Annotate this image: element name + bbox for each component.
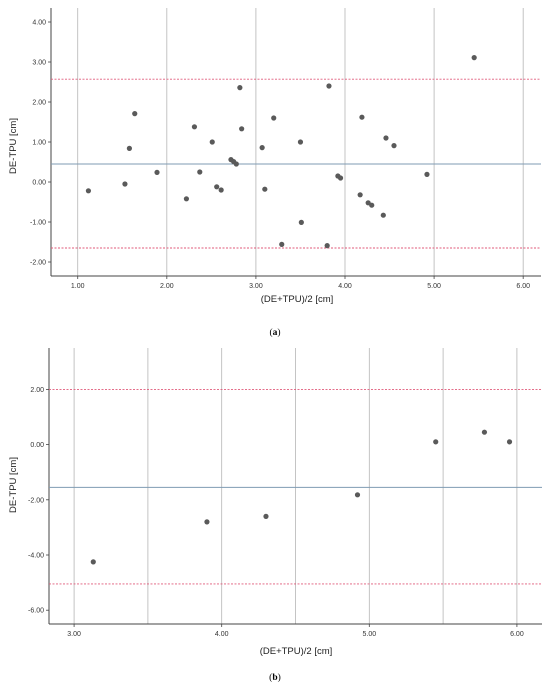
y-tick-label-b: 2.00 <box>30 387 44 394</box>
data-point-a <box>271 115 277 121</box>
data-point-a <box>197 169 203 175</box>
data-point-a <box>471 55 477 61</box>
y-tick-label-a: 4.00 <box>32 20 46 27</box>
y-tick-label-a: -2.00 <box>30 260 46 267</box>
data-point-a <box>191 124 198 130</box>
data-point-a <box>262 186 268 192</box>
y-tick-label-a: 0.00 <box>32 180 46 187</box>
y-tick-label-a: -1.00 <box>30 220 46 227</box>
x-tick-label-a: 1.00 <box>71 283 85 290</box>
data-point-a <box>359 114 365 120</box>
data-point-a <box>154 169 160 175</box>
data-point-a <box>380 212 386 218</box>
y-tick-label-a: 3.00 <box>32 60 46 67</box>
data-point-a <box>297 139 304 145</box>
data-point-a <box>132 111 138 117</box>
data-point-a <box>383 135 389 141</box>
data-point-a <box>424 171 430 177</box>
caption-a-letter: a <box>273 328 278 338</box>
data-point-a <box>218 187 224 193</box>
data-point-a <box>357 192 363 198</box>
y-axis-title-a: DE-TPU [cm] <box>8 118 19 174</box>
data-point-b <box>433 439 439 445</box>
data-point-a <box>279 241 285 247</box>
data-point-a <box>324 243 330 249</box>
caption-b: (b) <box>269 672 281 683</box>
x-tick-label-b: 4.00 <box>215 631 229 638</box>
x-tick-label-b: 3.00 <box>67 631 81 638</box>
y-tick-label-a: 1.00 <box>32 140 46 147</box>
data-point-a <box>337 175 344 181</box>
caption-a: (a) <box>269 327 280 338</box>
y-tick-label-a: 2.00 <box>32 100 46 107</box>
x-tick-label-a: 3.00 <box>249 283 263 290</box>
data-point-a <box>122 181 128 187</box>
x-tick-label-b: 5.00 <box>362 631 376 638</box>
data-point-b <box>481 429 488 435</box>
data-point-a <box>298 219 304 225</box>
plot-b: 2.00 0.00 -2.00 -4.00 -6.00 3.00 4.00 5.00 6.00 <box>28 348 542 638</box>
x-axis-title-a: (DE+TPU)/2 [cm] <box>261 294 334 305</box>
data-point-b <box>506 439 513 445</box>
y-tick-label-b: 0.00 <box>30 442 44 449</box>
x-axis-title-b: (DE+TPU)/2 [cm] <box>260 646 333 657</box>
plot-a: 4.00 3.00 2.00 1.00 0.00 -1.00 -2.00 1.00 2.00 3.… <box>30 8 541 290</box>
data-point-a <box>369 202 375 208</box>
data-point-a <box>237 85 243 91</box>
data-point-b <box>204 519 210 525</box>
data-point-b <box>90 559 96 565</box>
x-tick-label-a: 6.00 <box>516 283 530 290</box>
data-point-a <box>209 139 215 145</box>
data-point-b <box>263 513 269 519</box>
data-point-a <box>239 126 245 132</box>
data-point-a <box>259 145 265 151</box>
x-tick-label-a: 4.00 <box>338 283 352 290</box>
data-point-a <box>126 145 132 151</box>
data-point-a <box>391 143 397 149</box>
data-point-a <box>183 196 190 202</box>
caption-b-letter: b <box>272 673 277 683</box>
data-point-a <box>326 83 332 89</box>
data-point-b <box>354 492 361 498</box>
y-tick-label-b: -2.00 <box>28 497 44 504</box>
data-point-a <box>85 188 92 194</box>
y-tick-label-b: -6.00 <box>28 608 44 615</box>
x-tick-label-a: 2.00 <box>160 283 174 290</box>
x-tick-label-a: 5.00 <box>427 283 441 290</box>
y-axis-title-b: DE-TPU [cm] <box>8 457 19 513</box>
y-tick-label-b: -4.00 <box>28 553 44 560</box>
data-point-a <box>233 161 239 167</box>
x-tick-label-b: 6.00 <box>510 631 524 638</box>
data-point-a <box>214 184 220 190</box>
